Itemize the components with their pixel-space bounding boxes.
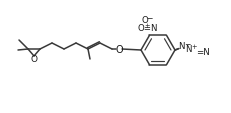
Text: O: O bbox=[141, 16, 148, 25]
Text: +: + bbox=[144, 23, 149, 28]
Text: O: O bbox=[115, 45, 122, 54]
Text: N: N bbox=[184, 44, 190, 53]
Text: −: − bbox=[183, 40, 190, 49]
Text: =N: =N bbox=[195, 47, 209, 56]
Text: +: + bbox=[190, 44, 196, 50]
Text: N: N bbox=[177, 42, 183, 51]
Text: −: − bbox=[146, 14, 152, 23]
Text: O=N: O=N bbox=[137, 24, 157, 33]
Text: O: O bbox=[30, 54, 37, 63]
